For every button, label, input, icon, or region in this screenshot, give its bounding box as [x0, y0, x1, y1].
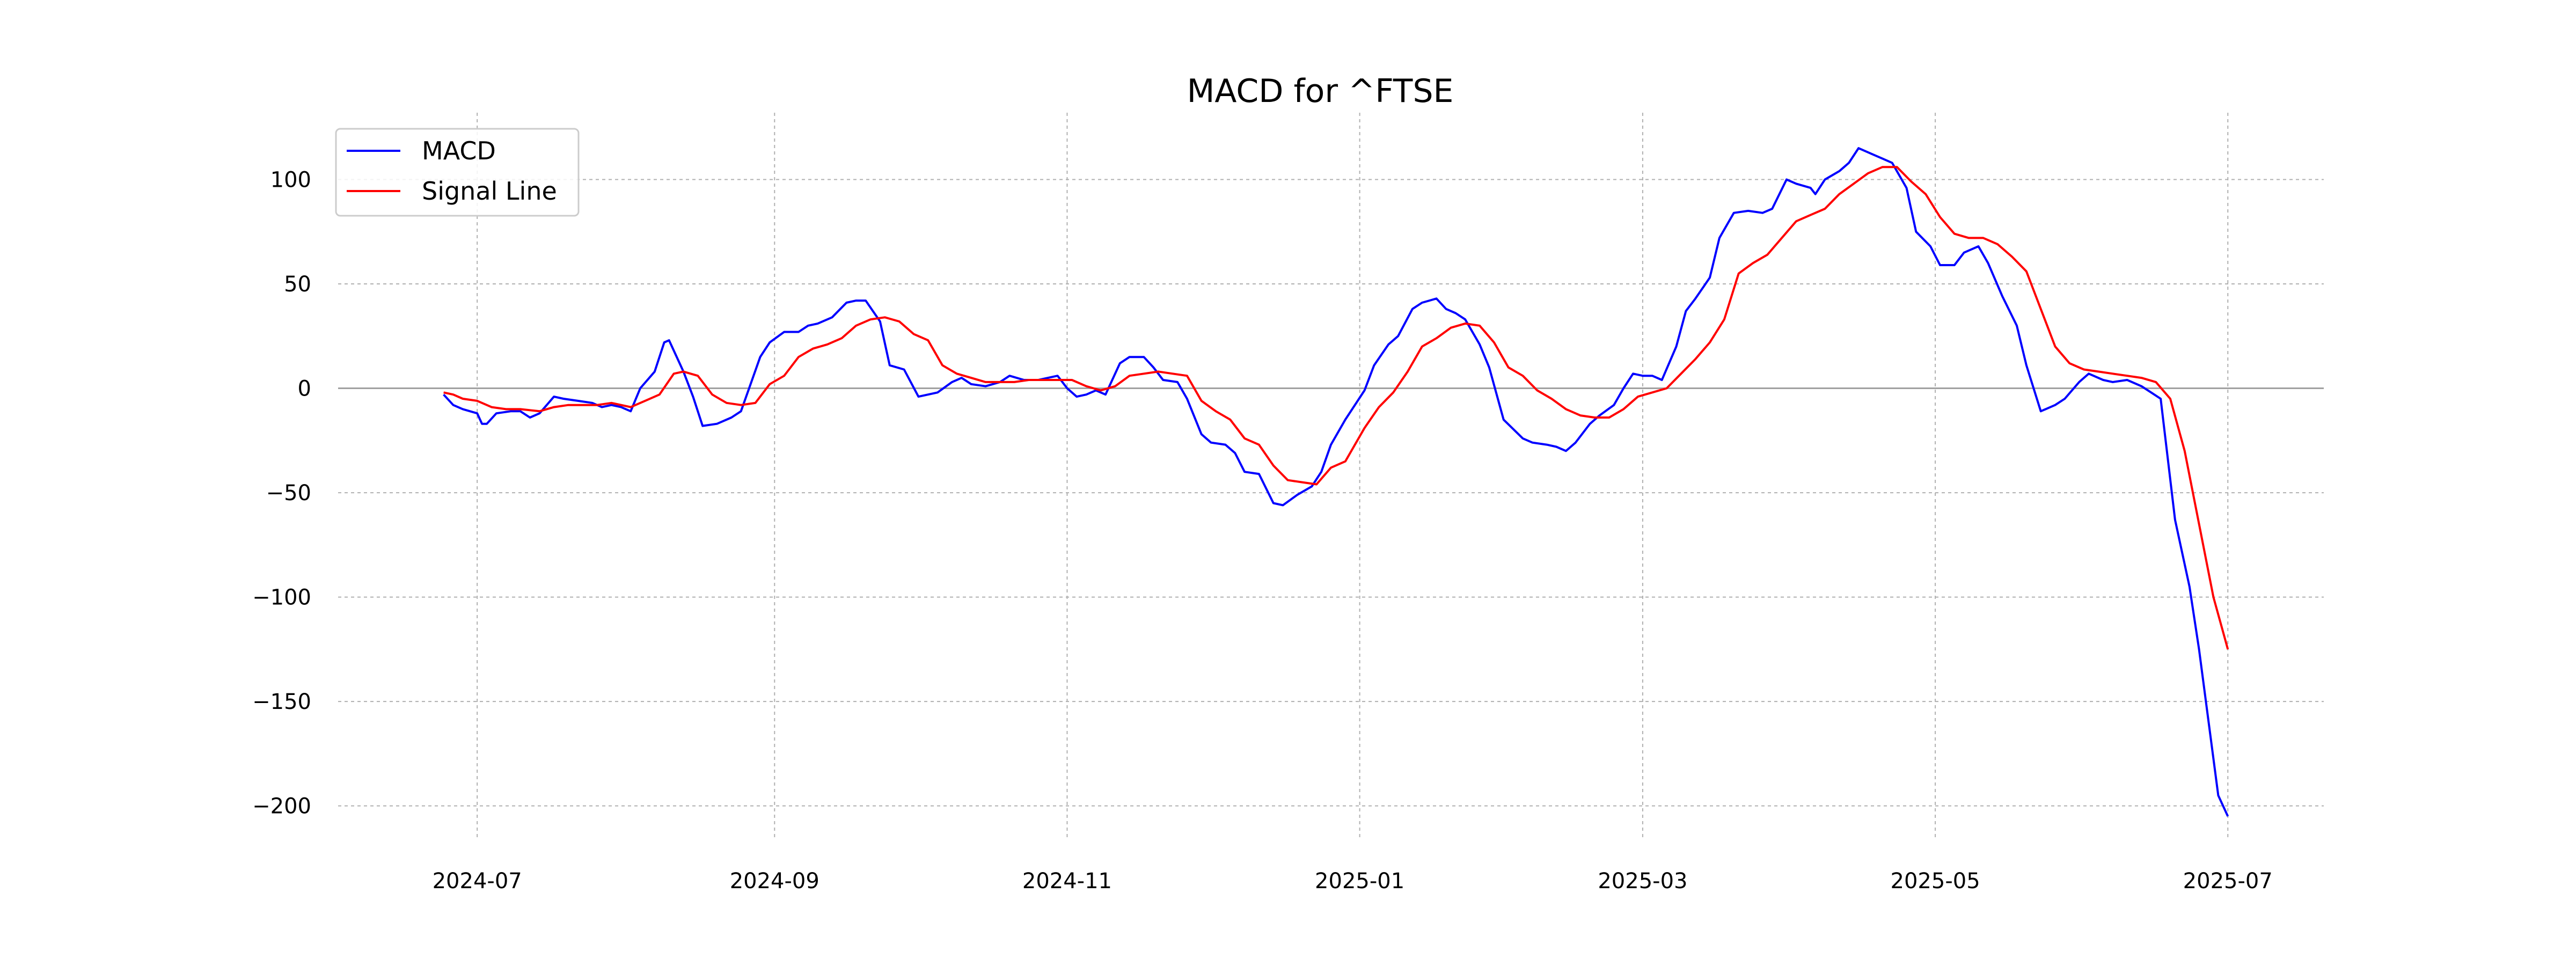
x-tick-label: 2024-11	[1022, 869, 1112, 894]
legend: MACD Signal Line	[335, 128, 580, 217]
grid-layer	[338, 113, 2324, 837]
y-tick-label: −100	[252, 586, 311, 610]
series-layer	[443, 147, 2229, 817]
y-tick-label: −50	[266, 481, 311, 506]
series-line-macd	[443, 147, 2229, 817]
x-tick-label: 2024-07	[433, 869, 522, 894]
y-axis-ticks: 100 50 0 −50 −100 −150 −200	[252, 167, 311, 818]
y-tick-label: 50	[284, 272, 311, 297]
legend-label-signal-line: Signal Line	[422, 177, 557, 206]
x-axis-ticks: 2024-07 2024-09 2024-11 2025-01 2025-03 2025-…	[433, 869, 2273, 894]
y-tick-label: 0	[298, 377, 311, 401]
x-tick-label: 2025-07	[2183, 869, 2273, 894]
x-tick-label: 2025-05	[1891, 869, 1980, 894]
x-tick-label: 2025-03	[1598, 869, 1687, 894]
y-tick-label: 100	[270, 167, 311, 192]
y-tick-label: −200	[252, 794, 311, 819]
legend-label-macd: MACD	[422, 136, 496, 165]
x-tick-label: 2025-01	[1315, 869, 1404, 894]
x-tick-label: 2024-09	[730, 869, 819, 894]
chart-title: MACD for ^FTSE	[1187, 72, 1454, 110]
series-line-signal-line	[443, 166, 2229, 650]
y-tick-label: −150	[252, 690, 311, 714]
